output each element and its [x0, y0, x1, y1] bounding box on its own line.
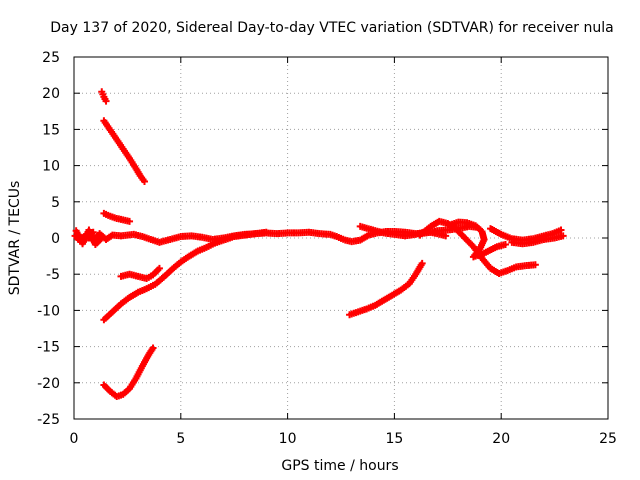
y-tick-label: 20 [42, 86, 60, 102]
data-series [71, 88, 567, 401]
x-tick-label: 10 [279, 431, 297, 447]
chart-title: Day 137 of 2020, Sidereal Day-to-day VTE… [50, 20, 613, 36]
series-arc-late-b [446, 218, 509, 261]
data-point [155, 264, 163, 272]
y-tick-label: 10 [42, 159, 60, 175]
data-point [531, 261, 539, 269]
series-rise-morning [100, 228, 270, 324]
y-tick-label: -10 [37, 303, 60, 319]
data-point [140, 178, 148, 186]
x-axis-label: GPS time / hours [281, 458, 398, 474]
y-tick-label: -20 [37, 376, 60, 392]
series-early-decline [100, 117, 148, 186]
data-point [126, 217, 134, 225]
y-tick-label: -15 [37, 340, 60, 356]
series-rise-short [117, 264, 163, 283]
data-point [102, 97, 110, 105]
series-early-flat [100, 209, 134, 225]
y-tick-label: -5 [46, 267, 60, 283]
y-axis: -25 -20 -15 -10 -5 0 5 10 15 20 25 [37, 50, 608, 428]
series-arc-late-d [508, 232, 567, 248]
y-tick-label: 25 [42, 50, 60, 66]
series-near-zero-cluster [72, 226, 106, 249]
y-tick-label: 15 [42, 122, 60, 138]
x-tick-label: 5 [176, 431, 185, 447]
data-point [442, 232, 450, 240]
y-tick-label: -25 [37, 412, 60, 428]
series-dip-bottom [100, 344, 157, 401]
x-tick-label: 15 [385, 431, 403, 447]
data-point [557, 226, 565, 234]
y-axis-label: SDTVAR / TECUs [7, 181, 23, 296]
data-point [559, 232, 567, 240]
series-evening-rise [346, 259, 426, 319]
x-tick-label: 0 [70, 431, 79, 447]
x-tick-label: 25 [599, 431, 617, 447]
series-early-decline-top [98, 88, 110, 105]
data-point [74, 235, 82, 243]
x-axis: 0 5 10 15 20 25 [70, 57, 617, 447]
data-point [262, 228, 270, 236]
y-tick-label: 0 [51, 231, 60, 247]
data-point [501, 241, 509, 249]
y-tick-label: 5 [51, 195, 60, 211]
x-tick-label: 20 [492, 431, 510, 447]
series-arc-mid-eve [356, 222, 450, 240]
data-point [418, 259, 426, 267]
data-point [149, 344, 157, 352]
